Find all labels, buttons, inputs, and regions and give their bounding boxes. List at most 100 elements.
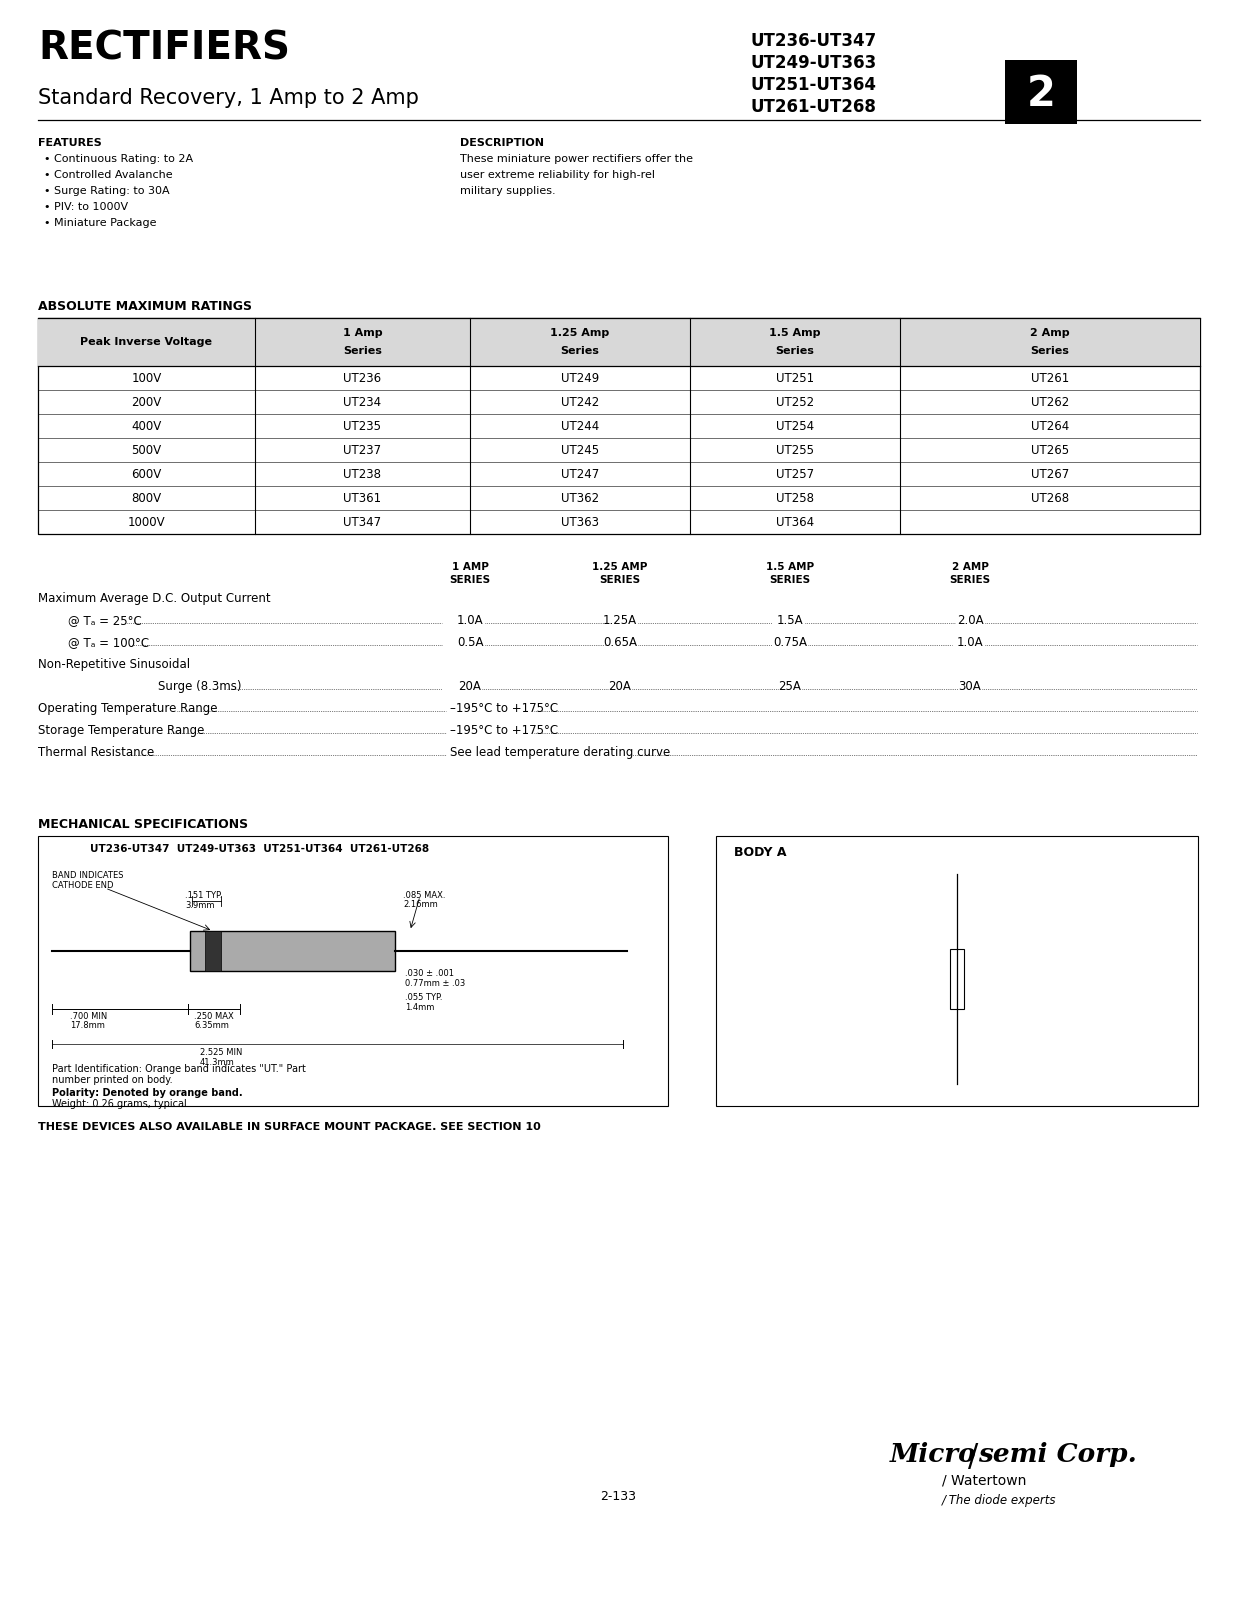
Bar: [190, 931, 395, 971]
Text: Micro: Micro: [889, 1442, 977, 1467]
Text: SERIES: SERIES: [600, 574, 641, 586]
Text: SERIES: SERIES: [769, 574, 810, 586]
Text: • Controlled Avalanche: • Controlled Avalanche: [45, 170, 173, 179]
Text: .700 MIN: .700 MIN: [71, 1013, 108, 1021]
Text: Surge (8.3ms): Surge (8.3ms): [158, 680, 241, 693]
Text: 1 Amp: 1 Amp: [343, 328, 382, 338]
Text: UT363: UT363: [562, 515, 599, 528]
Text: Maximum Average D.C. Output Current: Maximum Average D.C. Output Current: [38, 592, 271, 605]
Text: 500V: 500V: [131, 443, 162, 456]
Text: –195°C to +175°C: –195°C to +175°C: [450, 702, 558, 715]
Text: 1000V: 1000V: [127, 515, 166, 528]
Text: / Watertown: / Watertown: [943, 1474, 1027, 1488]
Text: BAND INDICATES: BAND INDICATES: [52, 870, 124, 880]
Text: 6.35mm: 6.35mm: [194, 1021, 229, 1030]
Text: 30A: 30A: [959, 680, 981, 693]
Text: 1.5 AMP: 1.5 AMP: [766, 562, 814, 573]
Text: .250 MAX: .250 MAX: [194, 1013, 234, 1021]
Text: 600V: 600V: [131, 467, 162, 480]
Text: 1.5 Amp: 1.5 Amp: [769, 328, 821, 338]
Text: Series: Series: [1030, 346, 1070, 357]
Text: 2.16mm: 2.16mm: [403, 899, 438, 909]
Text: • PIV: to 1000V: • PIV: to 1000V: [45, 202, 129, 211]
Text: SERIES: SERIES: [449, 574, 491, 586]
Bar: [38, 835, 668, 1106]
Text: / The diode experts: / The diode experts: [943, 1494, 1056, 1507]
Text: DESCRIPTION: DESCRIPTION: [460, 138, 544, 149]
Text: UT252: UT252: [776, 395, 814, 408]
Text: 2-133: 2-133: [600, 1490, 636, 1502]
Text: FEATURES: FEATURES: [38, 138, 101, 149]
Text: /: /: [969, 1442, 978, 1474]
Text: .055 TYP.: .055 TYP.: [404, 994, 443, 1002]
Text: military supplies.: military supplies.: [460, 186, 555, 195]
Text: 1.25 Amp: 1.25 Amp: [550, 328, 610, 338]
Text: Series: Series: [560, 346, 600, 357]
Text: UT237: UT237: [344, 443, 381, 456]
Text: UT234: UT234: [344, 395, 381, 408]
Text: Thermal Resistance: Thermal Resistance: [38, 746, 155, 758]
Text: 1.25 AMP: 1.25 AMP: [593, 562, 648, 573]
Text: • Continuous Rating: to 2A: • Continuous Rating: to 2A: [45, 154, 193, 165]
Text: SERIES: SERIES: [950, 574, 991, 586]
Text: Non-Repetitive Sinusoidal: Non-Repetitive Sinusoidal: [38, 658, 190, 670]
Text: UT235: UT235: [344, 419, 381, 432]
Text: See lead temperature derating curve: See lead temperature derating curve: [450, 746, 670, 758]
Text: • Surge Rating: to 30A: • Surge Rating: to 30A: [45, 186, 169, 195]
Text: UT258: UT258: [776, 491, 814, 504]
Text: UT249: UT249: [560, 371, 599, 384]
Text: Series: Series: [343, 346, 382, 357]
Text: 25A: 25A: [778, 680, 802, 693]
Text: MECHANICAL SPECIFICATIONS: MECHANICAL SPECIFICATIONS: [38, 818, 249, 830]
Text: .151 TYP.: .151 TYP.: [186, 891, 223, 899]
Text: • Miniature Package: • Miniature Package: [45, 218, 157, 227]
Text: These miniature power rectifiers offer the: These miniature power rectifiers offer t…: [460, 154, 693, 165]
Text: @ Tₐ = 25°C: @ Tₐ = 25°C: [68, 614, 142, 627]
Text: 41.3mm: 41.3mm: [200, 1058, 235, 1067]
Text: Polarity: Denoted by orange band.: Polarity: Denoted by orange band.: [52, 1088, 242, 1098]
Text: UT265: UT265: [1030, 443, 1069, 456]
Text: Operating Temperature Range: Operating Temperature Range: [38, 702, 218, 715]
Text: Series: Series: [776, 346, 814, 357]
Text: user extreme reliability for high-rel: user extreme reliability for high-rel: [460, 170, 656, 179]
Text: number printed on body.: number printed on body.: [52, 1075, 173, 1085]
Text: .085 MAX.: .085 MAX.: [403, 891, 445, 899]
Text: UT347: UT347: [344, 515, 381, 528]
Text: 1 AMP: 1 AMP: [452, 562, 489, 573]
Text: 17.8mm: 17.8mm: [71, 1021, 105, 1030]
Text: UT261: UT261: [1030, 371, 1069, 384]
Text: UT244: UT244: [560, 419, 599, 432]
Text: 0.65A: 0.65A: [602, 635, 637, 650]
Text: @ Tₐ = 100°C: @ Tₐ = 100°C: [68, 635, 150, 650]
Text: 200V: 200V: [131, 395, 162, 408]
Text: UT254: UT254: [776, 419, 814, 432]
Text: UT236-UT347  UT249-UT363  UT251-UT364  UT261-UT268: UT236-UT347 UT249-UT363 UT251-UT364 UT26…: [90, 845, 429, 854]
Text: 1.25A: 1.25A: [602, 614, 637, 627]
Text: 2 AMP: 2 AMP: [951, 562, 988, 573]
Bar: [205, 931, 221, 971]
Text: semi Corp.: semi Corp.: [978, 1442, 1137, 1467]
Text: 800V: 800V: [131, 491, 162, 504]
Text: 0.77mm ± .03: 0.77mm ± .03: [404, 979, 465, 987]
Text: UT261-UT268: UT261-UT268: [750, 98, 876, 117]
Text: UT364: UT364: [776, 515, 814, 528]
Text: .030 ± .001: .030 ± .001: [404, 970, 454, 978]
Text: UT247: UT247: [560, 467, 599, 480]
Text: 2.0A: 2.0A: [956, 614, 983, 627]
Text: RECTIFIERS: RECTIFIERS: [38, 30, 289, 67]
Text: 1.0A: 1.0A: [456, 614, 484, 627]
Text: ABSOLUTE MAXIMUM RATINGS: ABSOLUTE MAXIMUM RATINGS: [38, 301, 252, 314]
Text: Standard Recovery, 1 Amp to 2 Amp: Standard Recovery, 1 Amp to 2 Amp: [38, 88, 419, 109]
Text: 400V: 400V: [131, 419, 162, 432]
Text: THESE DEVICES ALSO AVAILABLE IN SURFACE MOUNT PACKAGE. SEE SECTION 10: THESE DEVICES ALSO AVAILABLE IN SURFACE …: [38, 1122, 541, 1133]
Text: 0.5A: 0.5A: [456, 635, 484, 650]
Bar: [38, 318, 1200, 534]
Text: 1.5A: 1.5A: [777, 614, 803, 627]
Text: BODY A: BODY A: [734, 846, 787, 859]
Text: UT236: UT236: [344, 371, 381, 384]
Bar: [38, 318, 1200, 366]
Text: UT264: UT264: [1030, 419, 1069, 432]
Text: UT362: UT362: [560, 491, 599, 504]
Text: UT267: UT267: [1030, 467, 1069, 480]
Text: UT262: UT262: [1030, 395, 1069, 408]
